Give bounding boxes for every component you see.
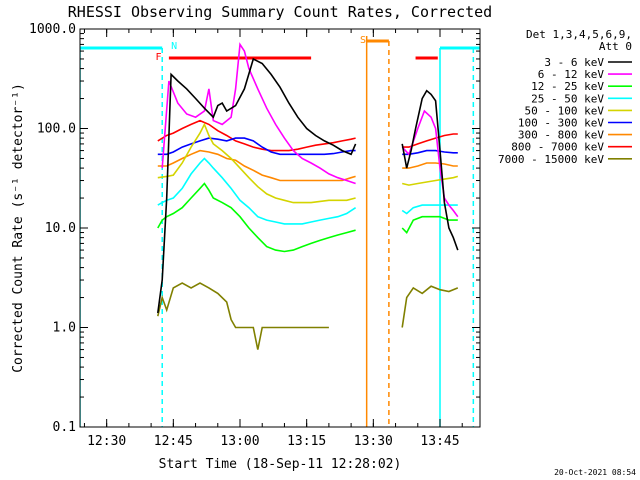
flag-label: F (156, 52, 162, 63)
y-tick-label: 10.0 (45, 221, 76, 236)
series-line-interval2-300-800-kev (402, 162, 458, 169)
legend-label: 100 - 300 keV (518, 117, 604, 130)
y-tick-label: 1.0 (53, 321, 76, 336)
flag-label: S (360, 35, 366, 46)
x-tick-label: 12:45 (154, 434, 193, 449)
chart-title: RHESSI Observing Summary Count Rates, Co… (68, 3, 492, 21)
legend-label: 3 - 6 keV (544, 56, 604, 69)
series-line-interval2-50-100-kev (402, 175, 459, 186)
timestamp-label: 20-Oct-2021 08:54 (554, 468, 636, 477)
y-tick-label: 1000.0 (29, 22, 76, 37)
series-line-7000-15000-kev (157, 282, 329, 350)
legend-label: 300 - 800 keV (518, 129, 604, 142)
series-line-interval2-3-6-kev (401, 89, 459, 251)
series-line-interval2-800-7000-kev (402, 133, 458, 148)
x-tick-label: 13:30 (354, 434, 393, 449)
legend-label: 800 - 7000 keV (511, 141, 604, 154)
y-tick-label: 0.1 (53, 420, 76, 435)
legend-label: 50 - 100 keV (525, 104, 605, 117)
flag-label: N (171, 41, 177, 52)
series-line-interval2-7000-15000-kev (401, 285, 459, 328)
legend-label: 25 - 50 keV (531, 92, 604, 105)
y-axis-label: Corrected Count Rate (s⁻¹ detector⁻¹) (11, 83, 26, 373)
y-tick-label: 100.0 (37, 122, 76, 137)
series-line-6-12-kev (161, 42, 356, 185)
series-line-100-300-kev (157, 137, 356, 156)
series-line-interval2-6-12-kev (401, 109, 459, 218)
legend-label: 6 - 12 keV (538, 68, 605, 81)
legend-header: Det 1,3,4,5,6,9, (526, 28, 632, 41)
series-line-3-6-kev (157, 57, 357, 314)
x-tick-label: 12:30 (87, 434, 126, 449)
legend-header: Att 0 (599, 40, 632, 53)
series-line-12-25-kev (157, 182, 356, 253)
series-line-interval2-25-50-kev (401, 204, 458, 215)
series-line-800-7000-kev (157, 119, 356, 152)
legend-label: 12 - 25 keV (531, 80, 604, 93)
x-axis-label: Start Time (18-Sep-11 12:28:02) (159, 457, 402, 472)
plot-area: NF S (79, 28, 481, 428)
x-tick-label: 13:00 (220, 434, 259, 449)
x-tick-label: 13:15 (287, 434, 326, 449)
x-tick-label: 13:45 (420, 434, 459, 449)
series-line-50-100-kev (157, 122, 356, 204)
series-line-25-50-kev (157, 157, 357, 225)
series-line-300-800-kev (157, 149, 356, 182)
legend-label: 7000 - 15000 keV (498, 153, 604, 166)
x-axis: 12:30 12:45 13:00 13:15 13:30 13:45 (83, 29, 463, 449)
y-axis: 0.1 1.0 10.0 100.0 1000.0 (29, 22, 480, 435)
